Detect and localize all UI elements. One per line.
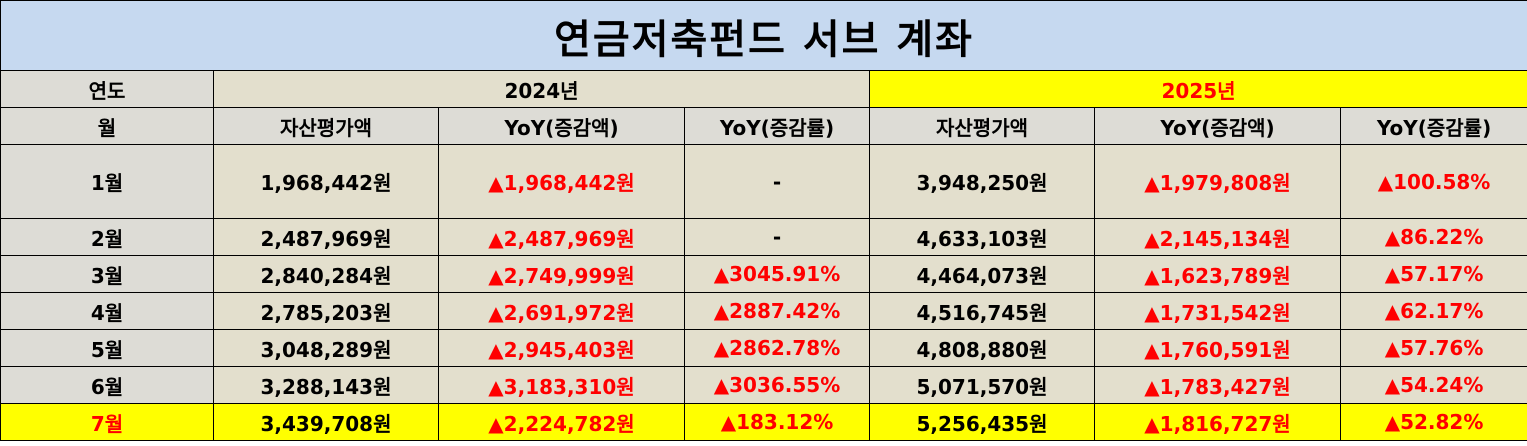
yoy-amount-2025-cell: ▲1,816,727원 [1094, 403, 1341, 441]
year-2024-header: 2024년 [213, 70, 870, 108]
yoy-rate-2024-cell: - [684, 144, 870, 219]
yoy-rate-2024-cell: ▲3036.55% [684, 366, 870, 404]
asset-2024-cell: 2,785,203원 [213, 292, 439, 330]
table-row: 6월 3,288,143원 ▲3,183,310원 ▲3036.55% 5,07… [0, 366, 1527, 404]
table-row-highlighted: 7월 3,439,708원 ▲2,224,782원 ▲183.12% 5,256… [0, 403, 1527, 441]
asset-2024-cell: 2,840,284원 [213, 255, 439, 293]
yoy-amount-2025-cell: ▲1,731,542원 [1094, 292, 1341, 330]
col-header-yoy-rate-2025: YoY(증감률) [1339, 107, 1527, 145]
col-header-yoy-amount-2024: YoY(증감액) [438, 107, 685, 145]
yoy-rate-2024-cell: ▲2887.42% [684, 292, 870, 330]
yoy-amount-2024-cell: ▲3,183,310원 [438, 366, 685, 404]
yoy-amount-2025-cell: ▲2,145,134원 [1094, 218, 1341, 256]
col-header-asset-2024: 자산평가액 [213, 107, 439, 145]
yoy-rate-2025-cell: ▲62.17% [1339, 292, 1527, 330]
col-header-yoy-amount-2025: YoY(증감액) [1094, 107, 1341, 145]
yoy-amount-2024-cell: ▲2,691,972원 [438, 292, 685, 330]
yoy-amount-2024-cell: ▲2,945,403원 [438, 329, 685, 367]
yoy-rate-2024-cell: ▲2862.78% [684, 329, 870, 367]
page-title: 연금저축펀드 서브 계좌 [0, 0, 1527, 71]
yoy-amount-2024-cell: ▲2,487,969원 [438, 218, 685, 256]
yoy-amount-2024-cell: ▲2,224,782원 [438, 403, 685, 441]
asset-2025-cell: 3,948,250원 [869, 144, 1095, 219]
month-cell: 6월 [0, 366, 214, 404]
asset-2024-cell: 1,968,442원 [213, 144, 439, 219]
yoy-rate-2025-cell: ▲54.24% [1339, 366, 1527, 404]
month-cell: 3월 [0, 255, 214, 293]
asset-2024-cell: 3,048,289원 [213, 329, 439, 367]
asset-2024-cell: 2,487,969원 [213, 218, 439, 256]
yoy-rate-2025-cell: ▲100.58% [1339, 144, 1527, 219]
yoy-rate-2025-cell: ▲52.82% [1339, 403, 1527, 441]
table-row: 1월 1,968,442원 ▲1,968,442원 - 3,948,250원 ▲… [0, 144, 1527, 219]
month-cell: 4월 [0, 292, 214, 330]
month-header-label: 월 [0, 107, 214, 145]
yoy-amount-2024-cell: ▲1,968,442원 [438, 144, 685, 219]
asset-2025-cell: 4,464,073원 [869, 255, 1095, 293]
yoy-rate-2024-cell: ▲3045.91% [684, 255, 870, 293]
year-header-label: 연도 [0, 70, 214, 108]
yoy-rate-2025-cell: ▲86.22% [1339, 218, 1527, 256]
year-2025-header: 2025년 [868, 70, 1527, 108]
table-row: 3월 2,840,284원 ▲2,749,999원 ▲3045.91% 4,46… [0, 255, 1527, 293]
col-header-asset-2025: 자산평가액 [869, 107, 1095, 145]
yoy-amount-2025-cell: ▲1,783,427원 [1094, 366, 1341, 404]
table-row: 5월 3,048,289원 ▲2,945,403원 ▲2862.78% 4,80… [0, 329, 1527, 367]
asset-2024-cell: 3,288,143원 [213, 366, 439, 404]
yoy-rate-2025-cell: ▲57.76% [1339, 329, 1527, 367]
col-header-yoy-rate-2024: YoY(증감률) [684, 107, 870, 145]
asset-2025-cell: 5,071,570원 [869, 366, 1095, 404]
asset-2025-cell: 4,633,103원 [869, 218, 1095, 256]
table-row: 2월 2,487,969원 ▲2,487,969원 - 4,633,103원 ▲… [0, 218, 1527, 256]
asset-2025-cell: 4,516,745원 [869, 292, 1095, 330]
month-cell: 1월 [0, 144, 214, 219]
asset-2025-cell: 5,256,435원 [869, 403, 1095, 441]
table-row: 4월 2,785,203원 ▲2,691,972원 ▲2887.42% 4,51… [0, 292, 1527, 330]
yoy-amount-2025-cell: ▲1,760,591원 [1094, 329, 1341, 367]
yoy-rate-2025-cell: ▲57.17% [1339, 255, 1527, 293]
month-cell: 5월 [0, 329, 214, 367]
yoy-amount-2025-cell: ▲1,623,789원 [1094, 255, 1341, 293]
asset-2024-cell: 3,439,708원 [213, 403, 439, 441]
month-cell: 2월 [0, 218, 214, 256]
asset-2025-cell: 4,808,880원 [869, 329, 1095, 367]
month-cell: 7월 [0, 403, 214, 441]
yoy-amount-2025-cell: ▲1,979,808원 [1094, 144, 1341, 219]
yoy-rate-2024-cell: ▲183.12% [684, 403, 870, 441]
yoy-amount-2024-cell: ▲2,749,999원 [438, 255, 685, 293]
yoy-rate-2024-cell: - [684, 218, 870, 256]
